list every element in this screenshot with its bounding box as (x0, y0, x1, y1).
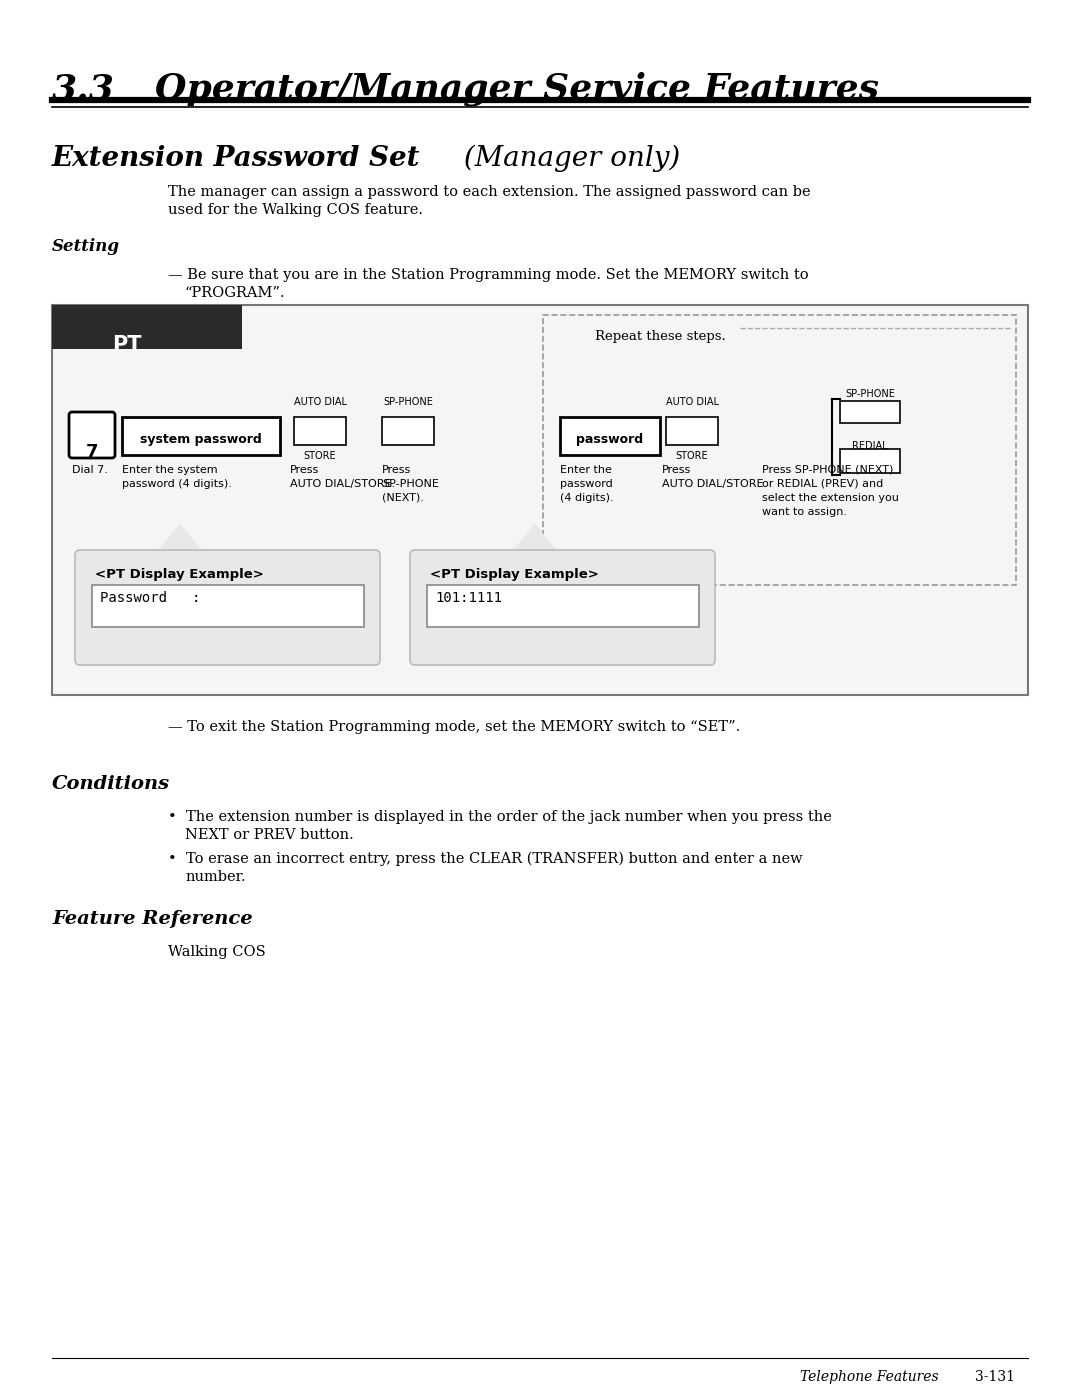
Text: <PT Display Example>: <PT Display Example> (430, 569, 599, 581)
Text: AUTO DIAL/STORE.: AUTO DIAL/STORE. (291, 479, 395, 489)
Text: system password: system password (140, 433, 261, 446)
Bar (382, 416, 434, 446)
Text: PT: PT (112, 335, 141, 355)
Text: (NEXT).: (NEXT). (382, 493, 423, 503)
Text: used for the Walking COS feature.: used for the Walking COS feature. (168, 203, 423, 217)
Text: Extension Password Set: Extension Password Set (52, 145, 420, 172)
Text: Telephone Features: Telephone Features (800, 1370, 939, 1384)
Text: or REDIAL (PREV) and: or REDIAL (PREV) and (762, 479, 883, 489)
Text: 101:1111: 101:1111 (435, 591, 502, 605)
Text: “PROGRAM”.: “PROGRAM”. (185, 286, 285, 300)
Bar (840, 401, 900, 423)
Text: <PT Display Example>: <PT Display Example> (95, 569, 264, 581)
Bar (122, 416, 280, 455)
Text: Enter the: Enter the (561, 465, 612, 475)
Text: Dial 7.: Dial 7. (72, 465, 108, 475)
Text: Setting: Setting (52, 237, 120, 256)
FancyBboxPatch shape (543, 314, 1016, 585)
Text: STORE: STORE (303, 451, 336, 461)
Text: password: password (561, 479, 612, 489)
Bar (52, 305, 1028, 694)
Text: Feature Reference: Feature Reference (52, 909, 253, 928)
Bar (666, 416, 718, 446)
Text: Conditions: Conditions (52, 775, 171, 793)
FancyBboxPatch shape (69, 412, 114, 458)
Text: (4 digits).: (4 digits). (561, 493, 613, 503)
Text: 3.3: 3.3 (52, 73, 114, 106)
Text: want to assign.: want to assign. (762, 507, 847, 517)
Bar (294, 416, 346, 446)
Text: AUTO DIAL: AUTO DIAL (665, 397, 718, 407)
Text: select the extension you: select the extension you (762, 493, 899, 503)
Bar (840, 448, 900, 474)
FancyBboxPatch shape (75, 550, 380, 665)
Text: Repeat these steps.: Repeat these steps. (595, 330, 726, 344)
Text: SP-PHONE: SP-PHONE (383, 397, 433, 407)
Polygon shape (510, 525, 561, 555)
Text: password (4 digits).: password (4 digits). (122, 479, 232, 489)
Text: Operator/Manager Service Features: Operator/Manager Service Features (156, 73, 879, 106)
Text: Walking COS: Walking COS (168, 944, 266, 958)
Text: •  To erase an incorrect entry, press the CLEAR (TRANSFER) button and enter a ne: • To erase an incorrect entry, press the… (168, 852, 802, 866)
Text: (Manager only): (Manager only) (455, 145, 680, 172)
Bar (52, 305, 242, 349)
Text: AUTO DIAL: AUTO DIAL (294, 397, 347, 407)
Text: Enter the system: Enter the system (122, 465, 218, 475)
Text: The manager can assign a password to each extension. The assigned password can b: The manager can assign a password to eac… (168, 184, 811, 198)
Text: Press: Press (291, 465, 320, 475)
Bar (561, 416, 660, 455)
Text: 3-131: 3-131 (975, 1370, 1015, 1384)
Text: Password   :: Password : (100, 591, 201, 605)
Text: — To exit the Station Programming mode, set the MEMORY switch to “SET”.: — To exit the Station Programming mode, … (168, 719, 740, 733)
Text: NEXT or PREV button.: NEXT or PREV button. (185, 828, 354, 842)
Text: password: password (577, 433, 644, 446)
Text: SP-PHONE: SP-PHONE (382, 479, 438, 489)
Text: Press: Press (662, 465, 691, 475)
Text: REDIAL: REDIAL (852, 441, 888, 451)
Text: SP-PHONE: SP-PHONE (845, 388, 895, 400)
Text: AUTO DIAL/STORE.: AUTO DIAL/STORE. (662, 479, 767, 489)
Text: 7: 7 (85, 443, 98, 461)
Bar (92, 585, 364, 627)
FancyBboxPatch shape (410, 550, 715, 665)
Text: — Be sure that you are in the Station Programming mode. Set the MEMORY switch to: — Be sure that you are in the Station Pr… (168, 268, 809, 282)
Bar (427, 585, 699, 627)
Text: •  The extension number is displayed in the order of the jack number when you pr: • The extension number is displayed in t… (168, 810, 832, 824)
Text: number.: number. (185, 870, 245, 884)
Text: Press SP-PHONE (NEXT): Press SP-PHONE (NEXT) (762, 465, 893, 475)
Text: Press: Press (382, 465, 411, 475)
Text: STORE: STORE (676, 451, 708, 461)
Polygon shape (156, 525, 205, 555)
